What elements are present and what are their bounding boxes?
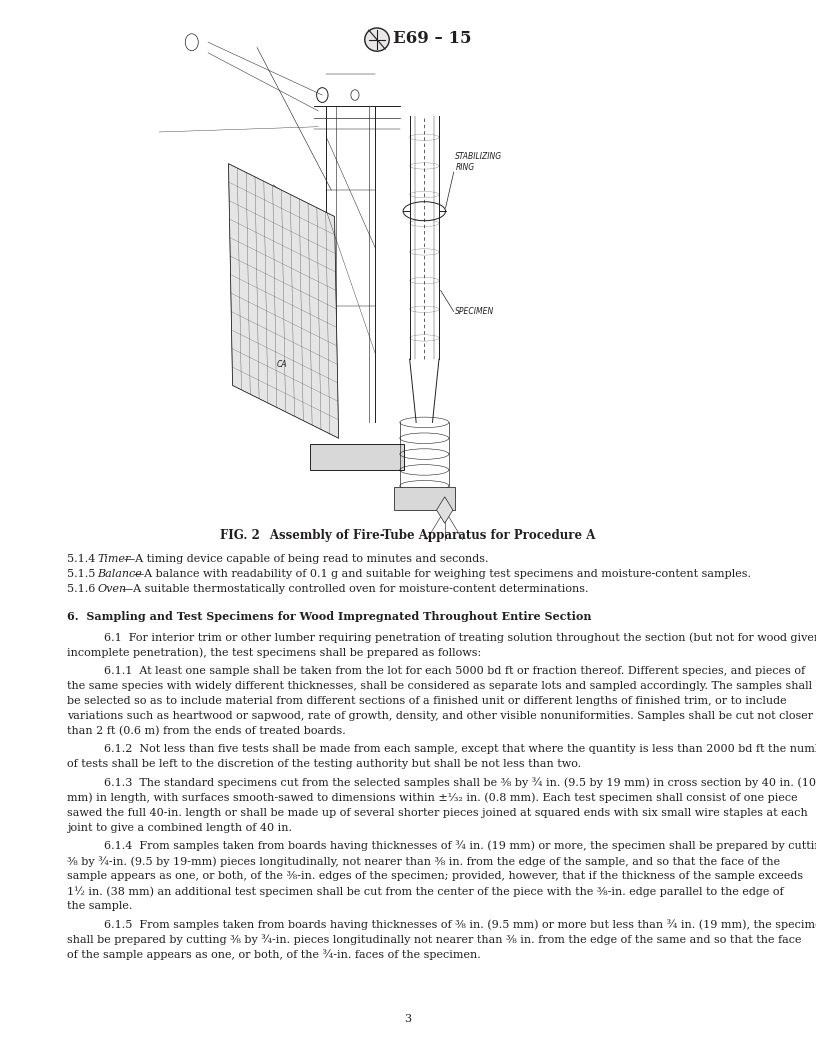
Text: 6.1.5  From samples taken from boards having thicknesses of ⅜ in. (9.5 mm) or mo: 6.1.5 From samples taken from boards hav…: [104, 920, 816, 930]
Text: Oven: Oven: [97, 584, 126, 595]
FancyBboxPatch shape: [310, 444, 404, 470]
Text: 3: 3: [405, 1015, 411, 1024]
Text: —A balance with readability of 0.1 g and suitable for weighing test specimens an: —A balance with readability of 0.1 g and…: [133, 569, 751, 579]
Text: SPECIMEN: SPECIMEN: [455, 307, 494, 316]
Text: STABILIZING: STABILIZING: [455, 151, 503, 161]
Text: of tests shall be left to the discretion of the testing authority but shall be n: of tests shall be left to the discretion…: [67, 759, 581, 769]
Text: the sample.: the sample.: [67, 901, 132, 911]
Text: incomplete penetration), the test specimens shall be prepared as follows:: incomplete penetration), the test specim…: [67, 647, 481, 658]
Text: ⅜ by ¾-in. (9.5 by 19-mm) pieces longitudinally, not nearer than ⅜ in. from the : ⅜ by ¾-in. (9.5 by 19-mm) pieces longitu…: [67, 855, 780, 867]
Text: sawed the full 40-in. length or shall be made up of several shorter pieces joine: sawed the full 40-in. length or shall be…: [67, 808, 808, 817]
Text: E69 – 15: E69 – 15: [393, 30, 472, 48]
Text: —A timing device capable of being read to minutes and seconds.: —A timing device capable of being read t…: [124, 553, 489, 564]
FancyBboxPatch shape: [394, 487, 455, 510]
Text: 5.1.4: 5.1.4: [67, 553, 99, 564]
Text: 1½ in. (38 mm) an additional test specimen shall be cut from the center of the p: 1½ in. (38 mm) an additional test specim…: [67, 886, 783, 897]
Text: shall be prepared by cutting ⅜ by ¾-in. pieces longitudinally not nearer than ⅜ : shall be prepared by cutting ⅜ by ¾-in. …: [67, 935, 801, 945]
Text: 5.1.6: 5.1.6: [67, 584, 99, 595]
Text: RING: RING: [455, 163, 474, 172]
Polygon shape: [437, 497, 453, 523]
Text: Balance: Balance: [97, 569, 142, 579]
Ellipse shape: [365, 27, 389, 51]
Text: mm) in length, with surfaces smooth-sawed to dimensions within ±¹⁄₃₂ in. (0.8 mm: mm) in length, with surfaces smooth-sawe…: [67, 792, 797, 803]
Text: joint to give a combined length of 40 in.: joint to give a combined length of 40 in…: [67, 823, 292, 833]
Text: sample appears as one, or both, of the ⅜-in. edges of the specimen; provided, ho: sample appears as one, or both, of the ⅜…: [67, 871, 803, 881]
Text: than 2 ft (0.6 m) from the ends of treated boards.: than 2 ft (0.6 m) from the ends of treat…: [67, 727, 346, 736]
Text: —A suitable thermostatically controlled oven for moisture-content determinations: —A suitable thermostatically controlled …: [122, 584, 589, 595]
Text: variations such as heartwood or sapwood, rate of growth, density, and other visi: variations such as heartwood or sapwood,…: [67, 711, 813, 721]
Text: the same species with widely different thicknesses, shall be considered as separ: the same species with widely different t…: [67, 681, 812, 691]
Text: 6.1.2  Not less than five tests shall be made from each sample, except that wher: 6.1.2 Not less than five tests shall be …: [104, 744, 816, 754]
Text: 6.1.4  From samples taken from boards having thicknesses of ¾ in. (19 mm) or mor: 6.1.4 From samples taken from boards hav…: [104, 841, 816, 851]
Text: 6.1.3  The standard specimens cut from the selected samples shall be ⅜ by ¾ in. : 6.1.3 The standard specimens cut from th…: [104, 777, 816, 788]
Text: 6.1.1  At least one sample shall be taken from the lot for each 5000 bd ft or fr: 6.1.1 At least one sample shall be taken…: [104, 665, 805, 676]
Text: of the sample appears as one, or both, of the ¾-in. faces of the specimen.: of the sample appears as one, or both, o…: [67, 949, 481, 960]
Text: 6.1  For interior trim or other lumber requiring penetration of treating solutio: 6.1 For interior trim or other lumber re…: [104, 633, 816, 643]
Text: be selected so as to include material from different sections of a finished unit: be selected so as to include material fr…: [67, 696, 787, 705]
Text: 6.  Sampling and Test Specimens for Wood Impregnated Throughout Entire Section: 6. Sampling and Test Specimens for Wood …: [67, 611, 592, 622]
Text: Timer: Timer: [97, 553, 131, 564]
Text: FIG. 2  Assembly of Fire-Tube Apparatus for Procedure A: FIG. 2 Assembly of Fire-Tube Apparatus f…: [220, 529, 596, 542]
Text: 5.1.5: 5.1.5: [67, 569, 99, 579]
Polygon shape: [228, 164, 339, 438]
Text: CA: CA: [276, 360, 287, 369]
